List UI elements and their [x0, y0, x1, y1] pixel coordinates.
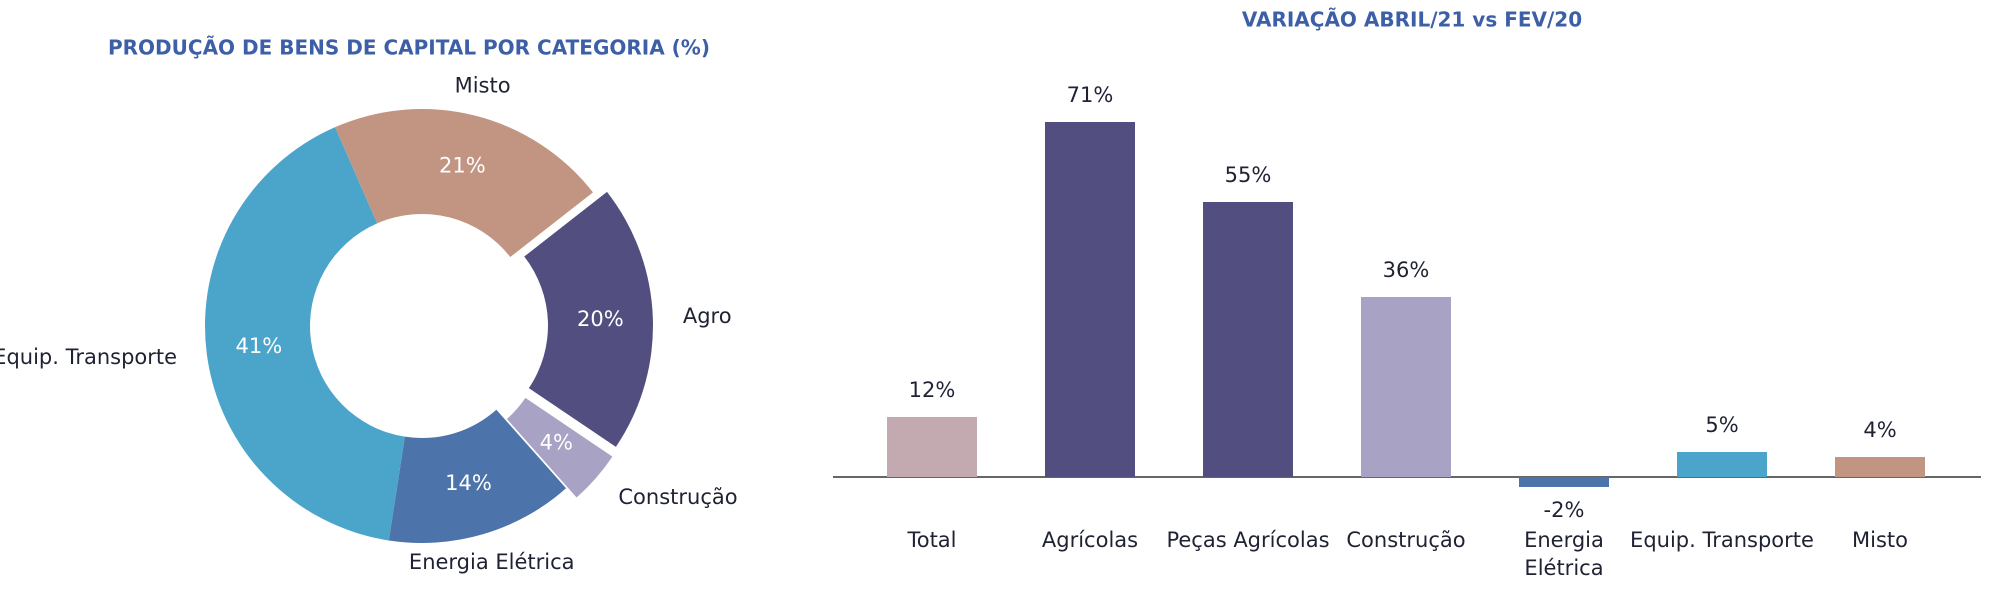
pie-slice — [205, 127, 405, 541]
bar — [1677, 452, 1767, 477]
bar-value-label: 5% — [1705, 413, 1738, 437]
bar-value-label: -2% — [1544, 498, 1585, 522]
slice-value-label: 41% — [236, 334, 283, 358]
x-tick-label: Construção — [1346, 528, 1465, 552]
slice-name-label: Misto — [455, 74, 511, 98]
bar — [887, 417, 977, 477]
bar-value-label: 4% — [1863, 418, 1896, 442]
bar-value-label: 12% — [909, 378, 956, 402]
bar — [1519, 477, 1609, 487]
bar — [1045, 122, 1135, 477]
x-tick-label: Agrícolas — [1042, 528, 1138, 552]
slice-name-label: Agro — [683, 304, 732, 328]
x-tick-label: Energia Elétrica — [1524, 528, 1604, 580]
pie-title: PRODUÇÃO DE BENS DE CAPITAL POR CATEGORI… — [108, 36, 710, 60]
slice-name-label: Equip. Transporte — [0, 345, 177, 369]
bar-value-label: 71% — [1067, 83, 1114, 107]
pie-slice — [524, 191, 653, 447]
slice-name-label: Construção — [618, 485, 737, 509]
bar-title: VARIAÇÃO ABRIL/21 vs FEV/20 — [1242, 8, 1582, 32]
x-tick-label: Equip. Transporte — [1630, 528, 1814, 552]
x-tick-label: Peças Agrícolas — [1166, 528, 1329, 552]
bar-value-label: 55% — [1225, 163, 1272, 187]
slice-value-label: 20% — [577, 307, 624, 331]
x-tick-label: Total — [906, 528, 956, 552]
slice-value-label: 4% — [540, 431, 573, 455]
pie-slice — [388, 409, 567, 543]
x-tick-label: Misto — [1852, 528, 1908, 552]
bar-value-label: 36% — [1383, 258, 1430, 282]
bar — [1361, 297, 1451, 477]
bar — [1203, 202, 1293, 477]
bar — [1835, 457, 1925, 477]
slice-value-label: 21% — [439, 154, 486, 178]
pie-slice — [335, 108, 593, 258]
slice-name-label: Energia Elétrica — [409, 550, 575, 574]
pie-slice — [506, 397, 613, 498]
slice-value-label: 14% — [445, 471, 492, 495]
